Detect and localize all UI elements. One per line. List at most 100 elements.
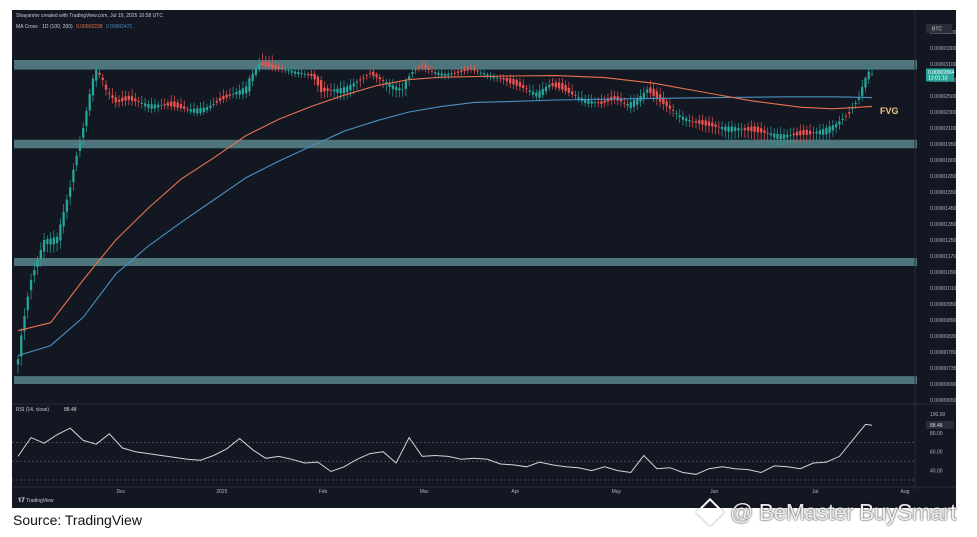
rsi-tick-label: 40.00: [930, 469, 943, 475]
time-tick-label: Jul: [812, 489, 818, 495]
candle-body: [737, 128, 740, 131]
candle-body: [831, 125, 835, 131]
candle-body: [225, 94, 228, 98]
time-tick-label: Aug: [901, 489, 910, 495]
candle-body: [642, 92, 645, 98]
candle-body: [91, 78, 95, 96]
watermark-text: @ BeMaster BuySmart: [730, 499, 957, 525]
candle-body: [701, 120, 704, 125]
candle-body: [854, 102, 857, 105]
candle-body: [789, 134, 792, 136]
candle-body: [776, 133, 779, 139]
candle-body: [98, 72, 101, 75]
candle-body: [398, 88, 401, 91]
candle-body: [108, 92, 111, 94]
candle-body: [36, 260, 39, 267]
time-tick-label: Jun: [710, 489, 718, 495]
candle-body: [714, 124, 717, 127]
candle-body: [349, 84, 352, 91]
candle-body: [26, 296, 29, 311]
candle-body: [619, 99, 623, 102]
candle-body: [613, 96, 616, 100]
candle-body: [421, 66, 424, 67]
candle-body: [440, 73, 443, 76]
candle-body: [424, 65, 427, 69]
candle-body: [730, 126, 733, 132]
candle-body: [668, 105, 672, 109]
last-price-label: 0.00002864: [928, 70, 955, 76]
candle-body: [698, 120, 701, 124]
candle-body: [750, 126, 753, 132]
candle-body: [443, 74, 447, 76]
rsi-tick-label: 80.00: [930, 431, 943, 437]
candle-body: [95, 70, 98, 81]
candle-body: [720, 127, 724, 129]
candle-body: [746, 127, 750, 131]
price-tick-label: 0.00001800: [930, 158, 956, 164]
candle-body: [557, 82, 561, 89]
candle-body: [160, 105, 163, 106]
candle-body: [39, 250, 42, 259]
candle-body: [55, 236, 59, 243]
candle-body: [82, 128, 85, 138]
candle-body: [339, 88, 342, 94]
candle-body: [215, 100, 218, 103]
candle-body: [104, 84, 108, 90]
candle-body: [388, 84, 391, 88]
candle-body: [450, 73, 453, 75]
candle-body: [261, 61, 264, 65]
candle-body: [218, 98, 222, 101]
candle-body: [385, 82, 388, 84]
candle-body: [463, 69, 466, 72]
candle-body: [655, 91, 659, 100]
candle-body: [381, 80, 385, 81]
candle-body: [362, 77, 365, 79]
candle-body: [147, 104, 150, 108]
candle-body: [469, 68, 473, 70]
candle-body: [564, 84, 567, 92]
candle-body: [170, 101, 173, 107]
candle-body: [509, 78, 512, 84]
candle-body: [597, 102, 600, 103]
candle-body: [587, 100, 590, 104]
candle-body: [733, 127, 737, 131]
candle-body: [202, 107, 205, 112]
candle-body: [518, 81, 522, 87]
candle-body: [782, 134, 786, 139]
ma200-line: [17, 96, 873, 357]
candle-body: [258, 64, 261, 70]
candle-body: [394, 86, 398, 91]
candle-body: [864, 78, 867, 88]
candle-body: [675, 113, 678, 114]
candle-body: [231, 93, 235, 95]
candle-body: [391, 85, 394, 90]
candle-body: [430, 71, 434, 72]
candle-body: [434, 72, 437, 74]
candle-body: [143, 103, 147, 107]
candle-body: [342, 87, 346, 94]
candle-body: [313, 73, 316, 80]
ma200-value: 0.00002471: [105, 24, 133, 30]
price-tick-label: 0.00002100: [930, 126, 956, 132]
ma100-line: [17, 75, 873, 332]
candle-body: [235, 92, 238, 95]
candle-body: [140, 102, 144, 104]
support-resistance-zone: [14, 258, 917, 266]
candle-body: [815, 131, 818, 134]
candle-body: [88, 94, 91, 111]
candle-body: [274, 65, 277, 69]
rsi-tick-label: 60.00: [930, 450, 943, 456]
candle-body: [437, 72, 440, 75]
candle-body: [297, 72, 300, 75]
candle-body: [33, 270, 36, 276]
candle-body: [479, 72, 482, 74]
candle-body: [512, 78, 515, 85]
candle-body: [359, 79, 362, 81]
candle-body: [499, 78, 502, 79]
rsi-last-tag: [926, 420, 954, 429]
candle-body: [645, 89, 649, 93]
candle-body: [528, 90, 531, 92]
candle-body: [606, 98, 610, 102]
price-tick-label: 0.00001090: [930, 270, 956, 276]
candle-body: [724, 126, 727, 131]
